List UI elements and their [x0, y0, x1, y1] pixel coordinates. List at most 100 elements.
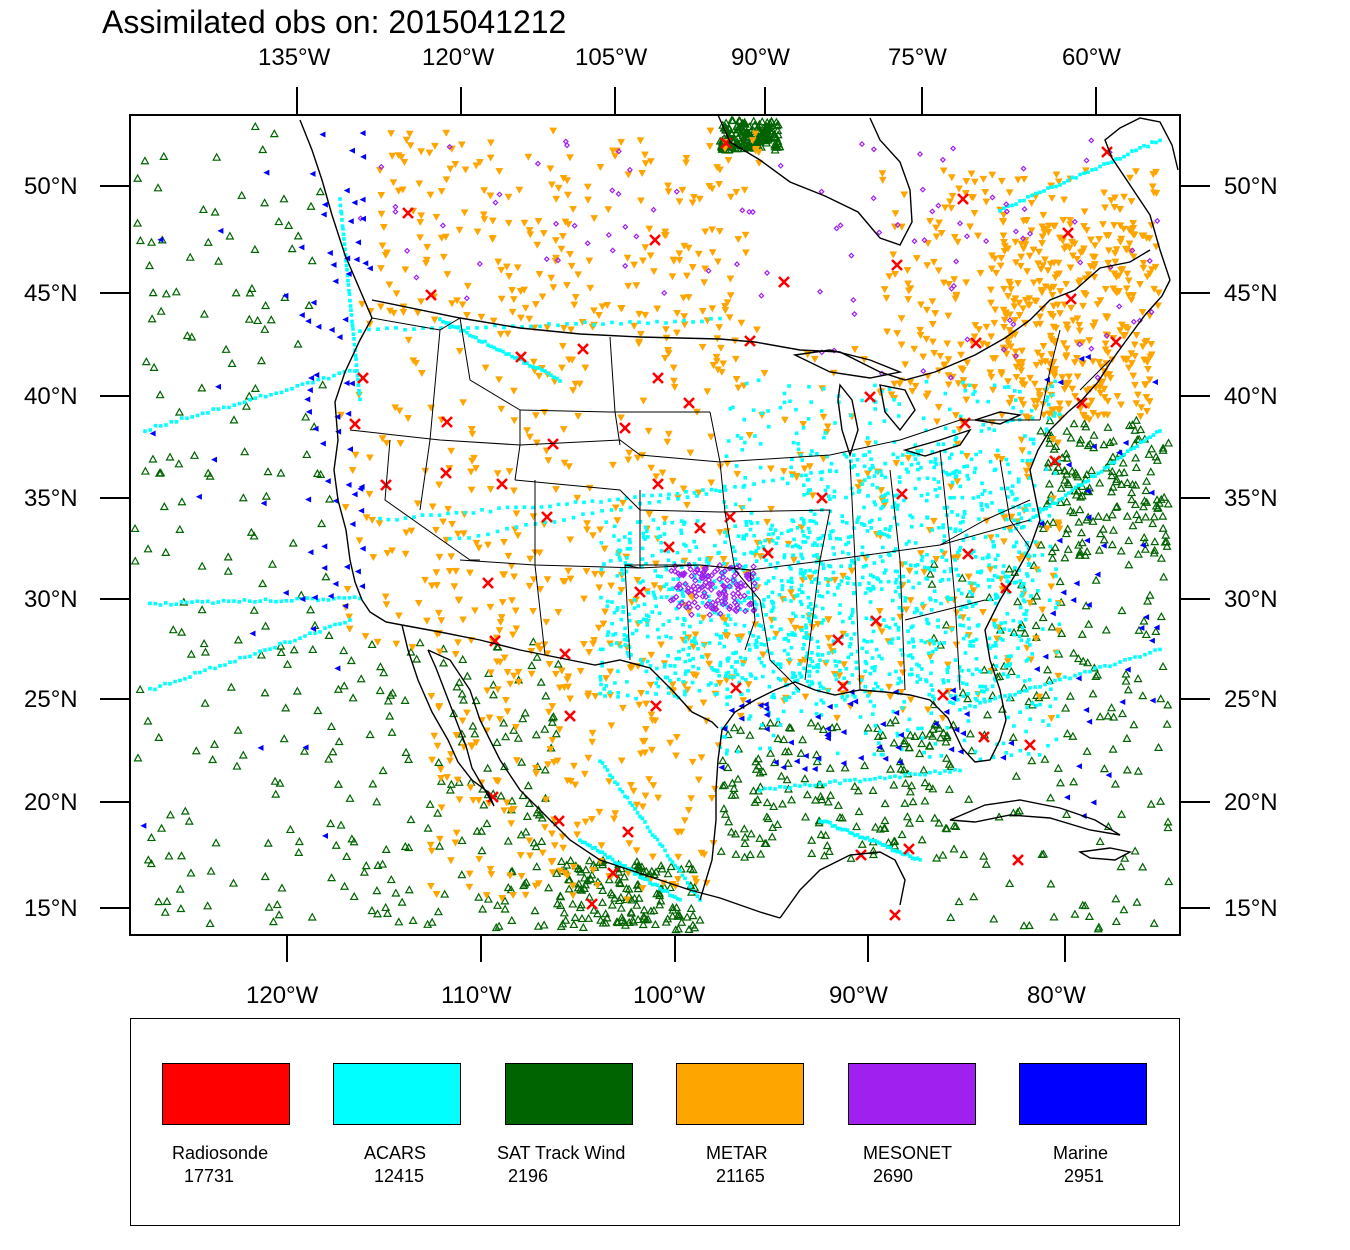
- acars-marker: [1023, 508, 1027, 513]
- sat-wind-marker: [745, 849, 755, 859]
- acars-marker: [922, 750, 926, 755]
- acars-marker: [1118, 660, 1122, 664]
- acars-marker: [664, 634, 668, 639]
- metar-marker: [576, 667, 585, 675]
- sat-wind-marker: [1159, 572, 1169, 581]
- metar-marker: [705, 143, 714, 151]
- acars-marker: [896, 503, 900, 508]
- acars-marker: [731, 545, 735, 549]
- sat-wind-marker: [720, 780, 730, 789]
- acars-marker: [227, 405, 231, 410]
- metar-marker: [1066, 264, 1075, 272]
- acars-marker: [862, 638, 866, 643]
- acars-marker: [931, 639, 935, 643]
- acars-marker: [969, 551, 974, 555]
- acars-marker: [342, 237, 346, 241]
- metar-marker: [988, 171, 997, 179]
- metar-marker: [1082, 227, 1091, 235]
- sat-wind-marker: [529, 838, 539, 847]
- metar-marker: [1018, 377, 1027, 385]
- metar-marker: [887, 391, 896, 399]
- sat-wind-marker: [686, 903, 696, 912]
- acars-marker: [221, 598, 226, 603]
- acars-marker: [791, 691, 796, 695]
- acars-marker: [975, 667, 979, 672]
- metar-marker: [772, 630, 781, 638]
- sat-wind-marker: [1083, 440, 1093, 450]
- acars-marker: [153, 601, 158, 606]
- sat-wind-marker: [433, 808, 443, 817]
- metar-marker: [512, 625, 521, 633]
- acars-marker: [680, 873, 685, 878]
- acars-marker: [1018, 199, 1022, 203]
- sat-wind-marker: [979, 851, 989, 860]
- metar-marker: [699, 614, 708, 622]
- metar-marker: [906, 285, 915, 293]
- metar-marker: [516, 288, 525, 296]
- acars-marker: [605, 633, 610, 637]
- metar-marker: [1121, 324, 1130, 332]
- acars-marker: [840, 695, 844, 699]
- sat-wind-marker: [638, 919, 648, 929]
- metar-marker: [780, 416, 789, 424]
- acars-marker: [917, 581, 921, 586]
- acars-marker: [946, 665, 951, 670]
- acars-marker: [725, 534, 729, 538]
- metar-marker: [1095, 236, 1104, 244]
- metar-marker: [1029, 246, 1038, 254]
- acars-marker: [198, 670, 202, 675]
- acars-marker: [925, 553, 929, 557]
- acars-marker: [797, 671, 802, 676]
- acars-marker: [733, 485, 737, 489]
- mesonet-marker: [673, 584, 680, 591]
- acars-marker: [674, 656, 679, 661]
- metar-marker: [437, 804, 446, 812]
- acars-marker: [888, 775, 892, 779]
- acars-marker: [943, 449, 947, 454]
- acars-marker: [961, 694, 966, 699]
- acars-marker: [945, 670, 950, 675]
- acars-marker: [980, 684, 985, 689]
- acars-marker: [1094, 167, 1098, 171]
- metar-marker: [543, 650, 552, 658]
- sat-wind-marker: [719, 804, 729, 813]
- acars-marker: [731, 651, 735, 656]
- acars-marker: [917, 664, 921, 668]
- sat-wind-marker: [812, 750, 822, 759]
- acars-marker: [821, 562, 825, 567]
- metar-marker: [652, 560, 660, 568]
- acars-marker: [964, 605, 969, 610]
- metar-marker: [1062, 280, 1071, 288]
- sat-wind-marker: [762, 812, 772, 821]
- acars-marker: [643, 525, 648, 530]
- sat-wind-marker: [1068, 508, 1078, 517]
- acars-marker: [870, 665, 874, 670]
- metar-marker: [726, 292, 735, 300]
- sat-wind-marker: [606, 888, 616, 897]
- metar-marker: [500, 807, 509, 815]
- acars-marker: [747, 630, 752, 635]
- sat-wind-marker: [747, 124, 757, 133]
- sat-wind-marker: [274, 217, 284, 226]
- acars-marker: [796, 689, 800, 693]
- sat-wind-marker: [1047, 622, 1057, 631]
- acars-marker: [420, 513, 425, 517]
- mesonet-marker: [721, 583, 728, 591]
- acars-marker: [815, 543, 819, 548]
- sat-wind-marker: [391, 888, 401, 897]
- acars-marker: [831, 546, 835, 550]
- metar-marker: [444, 505, 453, 513]
- acars-marker: [863, 591, 868, 595]
- acars-marker: [524, 522, 528, 527]
- sat-wind-marker: [896, 764, 906, 773]
- acars-marker: [696, 666, 701, 671]
- sat-wind-marker: [733, 125, 743, 134]
- metar-marker: [535, 372, 544, 380]
- sat-wind-marker: [1055, 778, 1065, 787]
- metar-marker: [824, 616, 833, 624]
- acars-marker: [993, 655, 998, 660]
- sat-wind-marker: [673, 924, 683, 933]
- metar-marker: [601, 608, 609, 616]
- acars-marker: [697, 579, 702, 584]
- acars-marker: [864, 563, 868, 568]
